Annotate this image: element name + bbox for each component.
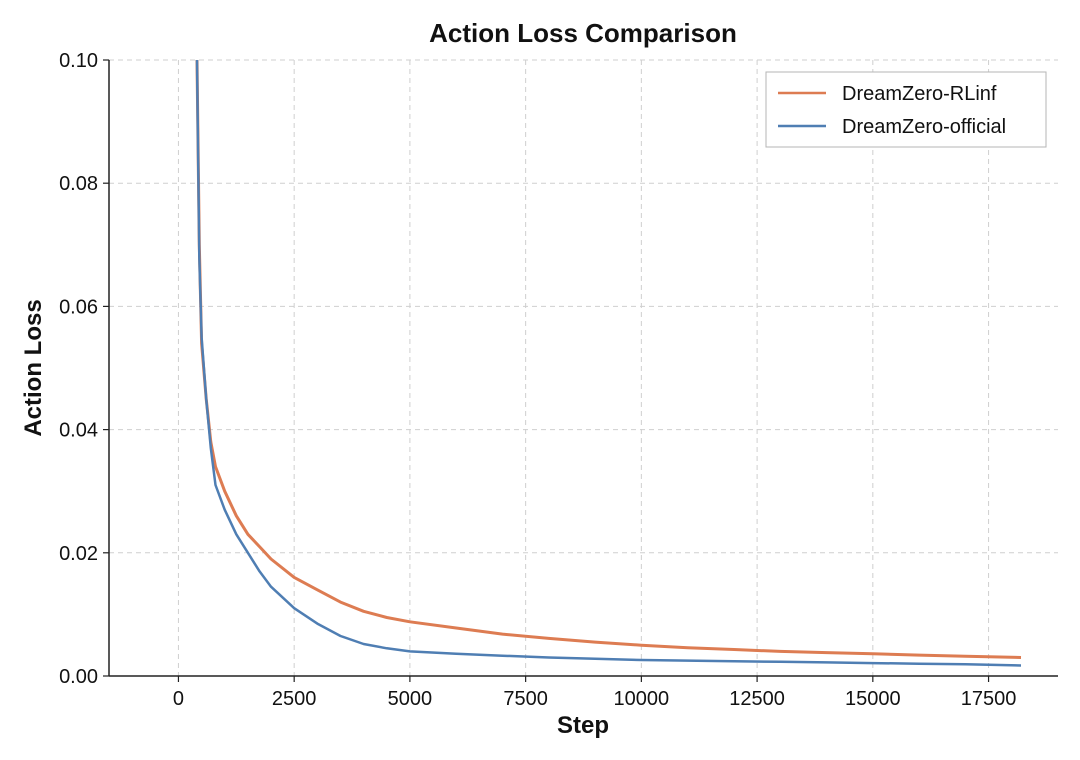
- y-tick-label: 0.10: [59, 50, 98, 72]
- grid-layer: [109, 59, 1058, 677]
- x-tick-label: 12500: [729, 688, 785, 710]
- legend-label-dreamzero-official: DreamZero-official: [842, 116, 1006, 138]
- x-tick-label: 15000: [845, 688, 901, 710]
- y-tick-label: 0.06: [59, 296, 98, 318]
- x-tick-label: 2500: [272, 688, 317, 710]
- y-axis-label: Action Loss: [20, 299, 47, 436]
- y-tick-label: 0.08: [59, 173, 98, 195]
- legend: DreamZero-RLinf DreamZero-official: [765, 71, 1047, 148]
- x-tick-label: 10000: [614, 688, 670, 710]
- tick-layer: 0 2500 5000 7500 10000 12500 15000 17500 0.00 0.0…: [59, 50, 1016, 710]
- x-tick-label: 17500: [961, 688, 1017, 710]
- x-tick-label: 0: [173, 688, 184, 710]
- y-tick-label: 0.04: [59, 420, 98, 442]
- y-tick-label: 0.00: [59, 666, 98, 688]
- series-line-dreamzero-official: [195, 59, 1022, 667]
- legend-frame: [765, 71, 1047, 148]
- series-line-dreamzero-rlinf: [195, 59, 1022, 659]
- legend-label-dreamzero-rlinf: DreamZero-RLinf: [842, 83, 997, 105]
- x-tick-label: 5000: [388, 688, 433, 710]
- x-axis-label: Step: [557, 712, 609, 739]
- series-layer: [195, 59, 1022, 667]
- chart-title: Action Loss Comparison: [429, 18, 737, 48]
- y-tick-label: 0.02: [59, 543, 98, 565]
- x-tick-label: 7500: [503, 688, 548, 710]
